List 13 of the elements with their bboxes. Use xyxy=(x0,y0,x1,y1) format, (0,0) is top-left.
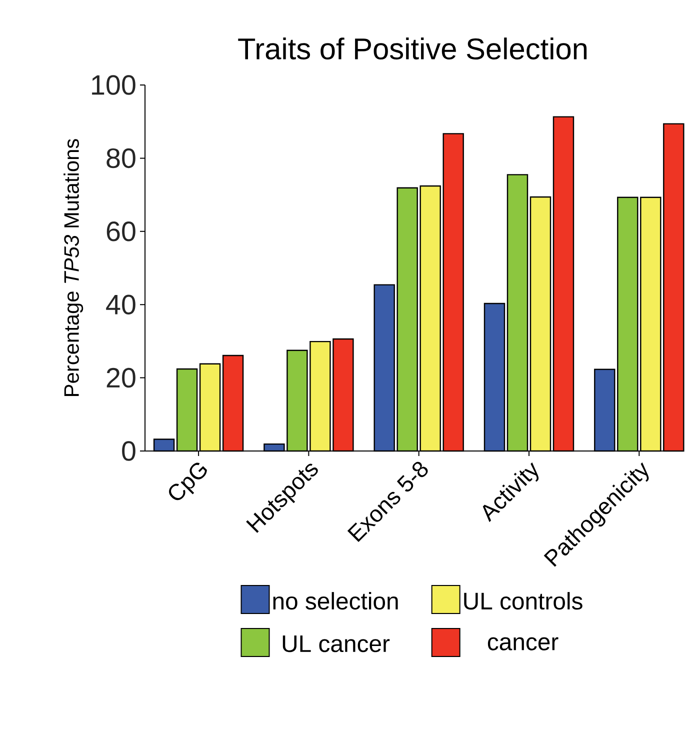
legend-label: UL controls xyxy=(464,592,582,610)
y-tick-label: 60 xyxy=(106,222,136,242)
y-tick-label: 40 xyxy=(106,294,136,314)
y-tick-label: 100 xyxy=(92,75,136,95)
y-tick-label: 20 xyxy=(106,368,136,388)
chart-title: Traits of Positive Selection xyxy=(238,38,587,60)
legend-label: no selection xyxy=(273,592,398,610)
y-tick-label: 80 xyxy=(106,148,136,168)
y-tick-label: 0 xyxy=(122,441,136,461)
legend-label: UL cancer xyxy=(282,635,390,652)
legend-label: cancer xyxy=(488,637,558,650)
y-axis-title: Percentage TP53 Mutations xyxy=(64,139,84,396)
x-tick-label: CpG xyxy=(169,462,207,500)
